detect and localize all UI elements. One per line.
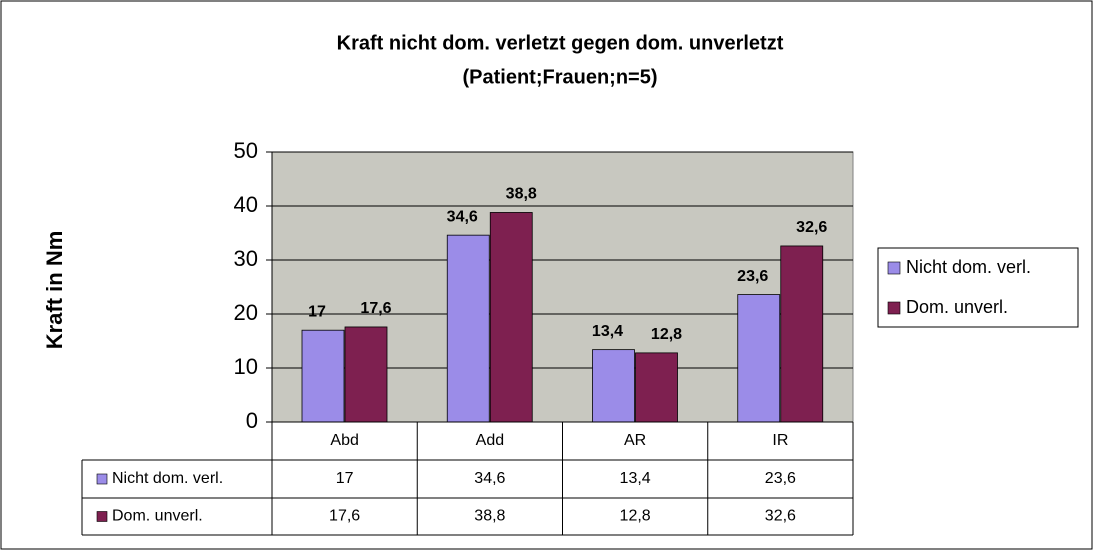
table-cell: 12,8 — [620, 508, 651, 525]
y-tick-label: 40 — [234, 192, 258, 217]
y-tick-label: 10 — [234, 354, 258, 379]
data-label: 12,8 — [651, 326, 682, 343]
data-label: 17 — [308, 303, 326, 320]
legend-key — [887, 261, 901, 275]
y-axis-label: Kraft in Nm — [42, 231, 67, 350]
table-row-label: Dom. unverl. — [112, 508, 203, 525]
y-tick-label: 50 — [234, 138, 258, 163]
table-cell: 32,6 — [765, 508, 796, 525]
table-cell: 17 — [336, 470, 354, 487]
legend-box — [877, 247, 1079, 328]
bar — [489, 212, 533, 423]
chart-subtitle: (Patient;Frauen;n=5) — [462, 66, 657, 88]
table-cell: 17,6 — [329, 508, 360, 525]
x-tick-label: Abd — [330, 432, 358, 449]
data-label: 34,6 — [447, 208, 478, 225]
data-label: 23,6 — [737, 268, 768, 285]
data-label: 13,4 — [592, 323, 623, 340]
y-tick-label: 30 — [234, 246, 258, 271]
bar — [592, 349, 635, 423]
table-cell: 23,6 — [765, 470, 796, 487]
bar — [780, 245, 824, 423]
x-tick-label: AR — [624, 432, 646, 449]
legend-key — [887, 301, 901, 315]
table-cell: 38,8 — [474, 508, 505, 525]
table-legend-key — [96, 511, 108, 522]
table-row-label: Nicht dom. verl. — [112, 470, 223, 487]
bar — [446, 234, 490, 423]
bar — [635, 352, 678, 423]
table-cell: 13,4 — [620, 470, 651, 487]
table-legend-key — [96, 473, 108, 485]
bar — [344, 326, 388, 423]
table-cell: 34,6 — [474, 470, 505, 487]
data-label: 17,6 — [360, 300, 391, 317]
legend-label: Nicht dom. verl. — [906, 257, 1031, 277]
chart-title: Kraft nicht dom. verletzt gegen dom. unv… — [337, 32, 784, 54]
y-tick-label: 0 — [246, 408, 258, 433]
x-tick-label: IR — [772, 432, 788, 449]
y-tick-label: 20 — [234, 300, 258, 325]
data-label: 32,6 — [796, 219, 827, 236]
data-label: 38,8 — [506, 186, 537, 203]
bar — [737, 294, 781, 423]
bar — [301, 329, 345, 423]
legend-label: Dom. unverl. — [906, 297, 1008, 317]
x-tick-label: Add — [476, 432, 504, 449]
